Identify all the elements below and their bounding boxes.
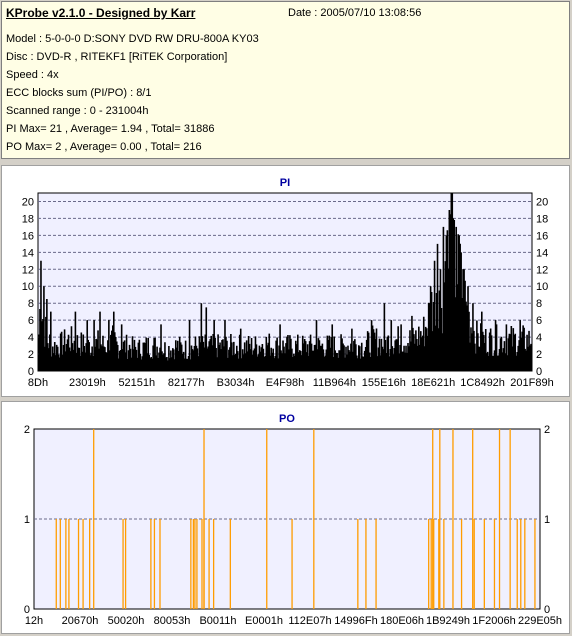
- pi-y-tick-right: 6: [536, 315, 542, 327]
- po-x-tick-label: 20670h: [62, 615, 99, 627]
- pi-x-tick-label: 82177h: [168, 377, 205, 389]
- pi-x-tick-label: B3034h: [217, 377, 255, 389]
- pi-x-tick-label: 23019h: [69, 377, 106, 389]
- pi-y-tick-left: 18: [22, 213, 34, 225]
- speed-line: Speed : 4x: [6, 69, 59, 81]
- pi-x-tick-label: 1C8492h: [460, 377, 505, 389]
- ecc-line: ECC blocks sum (PI/PO) : 8/1: [6, 87, 152, 99]
- pi-y-tick-right: 4: [536, 332, 542, 344]
- pi-x-tick-label: E4F98h: [266, 377, 305, 389]
- pi-x-tick-label: 18E621h: [411, 377, 455, 389]
- pi-y-tick-left: 14: [22, 247, 34, 259]
- pi-y-tick-left: 0: [28, 366, 34, 378]
- pi-y-tick-right: 10: [536, 281, 548, 293]
- po-chart-panel: PO 0 0 1 1 2 2 12h 20670h 50020h 80053h B0011h E0001…: [1, 401, 570, 634]
- model-line: Model : 5-0-0-0 D:SONY DVD RW DRU-800A K…: [6, 33, 259, 45]
- po-x-tick-label: 1B9249h: [426, 615, 470, 627]
- po-x-tick-label: 180E06h: [380, 615, 424, 627]
- po-y-tick-left: 0: [24, 604, 30, 616]
- po-x-tick-label: 12h: [25, 615, 43, 627]
- pi-y-tick-left: 16: [22, 230, 34, 242]
- pi-y-tick-left: 6: [28, 315, 34, 327]
- po-chart-title: PO: [279, 413, 295, 425]
- pi-x-tick-label: 201F89h: [510, 377, 553, 389]
- po-stats-line: PO Max= 2 , Average= 0.00 , Total= 216: [6, 141, 202, 153]
- pi-chart: PI 0 0 2 2 4 4 6 6 8 8 10 10 12 12 14 14 16 16 18 18 20 20 8Dh 2…: [22, 177, 554, 389]
- disc-info-panel: KProbe v2.1.0 - Designed by Karr Date : …: [1, 1, 570, 159]
- po-x-tick-label: 80053h: [154, 615, 191, 627]
- pi-y-tick-right: 14: [536, 247, 548, 259]
- po-y-tick-right: 0: [544, 604, 550, 616]
- pi-y-tick-left: 12: [22, 264, 34, 276]
- po-x-tick-label: 14996Fh: [334, 615, 377, 627]
- pi-y-tick-left: 4: [28, 332, 34, 344]
- pi-chart-panel: PI 0 0 2 2 4 4 6 6 8 8 10 10 12 12 14 14 16 16 18 18 20 20 8Dh 2…: [1, 165, 570, 397]
- pi-y-tick-left: 10: [22, 281, 34, 293]
- pi-chart-title: PI: [280, 177, 290, 189]
- po-y-tick-right: 1: [544, 514, 550, 526]
- pi-x-tick-label: 52151h: [118, 377, 155, 389]
- pi-y-tick-left: 20: [22, 196, 34, 208]
- pi-x-tick-label: 155E16h: [362, 377, 406, 389]
- pi-y-tick-right: 20: [536, 196, 548, 208]
- po-x-tick-label: 112E07h: [288, 615, 331, 627]
- scan-date: Date : 2005/07/10 13:08:56: [288, 7, 422, 19]
- po-y-tick-right: 2: [544, 424, 550, 436]
- po-x-tick-label: 50020h: [108, 615, 145, 627]
- po-chart: PO 0 0 1 1 2 2 12h 20670h 50020h 80053h B0011h E0001…: [24, 413, 562, 627]
- pi-y-tick-left: 8: [28, 298, 34, 310]
- pi-bars: [38, 193, 532, 371]
- po-x-tick-label: 1F2006h: [472, 615, 515, 627]
- po-x-tick-label: B0011h: [199, 615, 236, 627]
- po-y-tick-left: 2: [24, 424, 30, 436]
- pi-y-tick-right: 8: [536, 298, 542, 310]
- pi-y-tick-right: 18: [536, 213, 548, 225]
- pi-y-tick-right: 2: [536, 349, 542, 361]
- app-title: KProbe v2.1.0 - Designed by Karr: [6, 6, 196, 20]
- po-y-tick-left: 1: [24, 514, 30, 526]
- po-x-tick-label: 229E05h: [518, 615, 562, 627]
- pi-x-tick-label: 11B964h: [313, 377, 356, 389]
- disc-line: Disc : DVD-R , RITEKF1 [RiTEK Corporatio…: [6, 51, 228, 63]
- pi-y-tick-right: 0: [536, 366, 542, 378]
- pi-y-tick-right: 12: [536, 264, 548, 276]
- pi-y-tick-right: 16: [536, 230, 548, 242]
- pi-x-tick-label: 8Dh: [28, 377, 48, 389]
- range-line: Scanned range : 0 - 231004h: [6, 105, 149, 117]
- pi-y-tick-left: 2: [28, 349, 34, 361]
- pi-stats-line: PI Max= 21 , Average= 1.94 , Total= 3188…: [6, 123, 215, 135]
- po-x-tick-label: E0001h: [245, 615, 283, 627]
